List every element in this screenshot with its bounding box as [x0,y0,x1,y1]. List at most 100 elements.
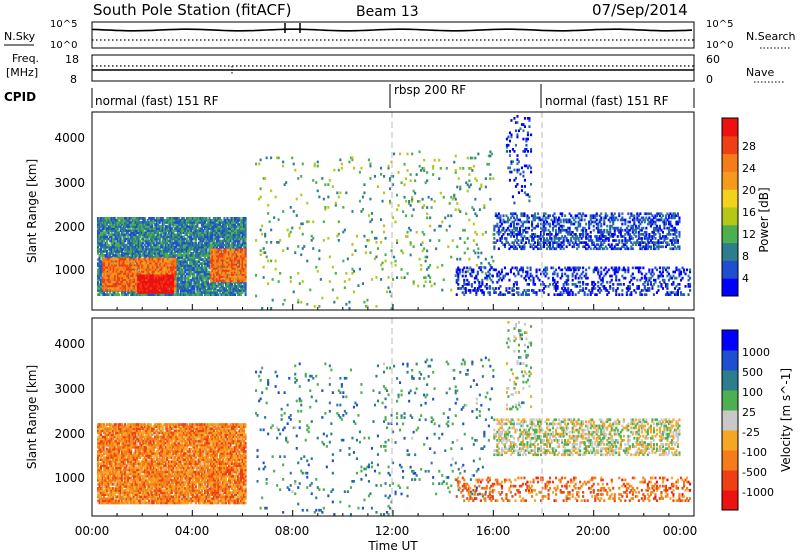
power-cell [116,223,119,226]
power-cell [127,268,130,271]
power-cell [235,252,238,256]
power-cell [203,287,206,290]
power-cell [187,235,190,239]
power-cell [190,264,193,268]
power-cell [241,229,244,232]
power-cell [181,285,184,288]
power-cell [221,275,224,279]
freq-label: Freq. [12,52,39,65]
power-cell [226,223,229,226]
power-cell [101,254,104,257]
power-cell [190,287,193,290]
power-cell [179,225,182,228]
power-cell [321,296,324,300]
power-cell [184,266,187,270]
power-cell [124,282,127,286]
power-cell [161,278,164,282]
power-cell [126,278,129,282]
power-cell [328,179,331,182]
power-cell [111,288,114,292]
power-cell [214,245,217,249]
power-cell [208,264,211,268]
power-cell [141,261,144,265]
power-cell [136,227,139,230]
power-cell [118,286,121,290]
power-cell [127,245,130,249]
power-cell [155,225,158,228]
power-cell [224,283,227,286]
power-cell [208,293,211,296]
power-cell [170,278,173,282]
power-cell [122,252,125,255]
power-cell [229,273,232,276]
power-cell [133,229,136,232]
power-cell [162,276,165,280]
power-cell [127,219,130,222]
power-cell [220,254,223,258]
power-cell [103,263,106,267]
power-cell [235,254,238,257]
power-cell [164,247,167,251]
power-cell [152,233,155,237]
power-cell [104,241,107,245]
power-cell [160,263,163,267]
power-cell [179,235,182,239]
power-cell [166,259,169,263]
power-cell [363,183,366,186]
power-cell [127,227,130,230]
power-cell [147,266,150,269]
power-cell [224,237,227,241]
power-cell [240,248,243,252]
power-cell [127,254,130,257]
power-cell [190,227,193,230]
power-cell [203,233,206,237]
power-cell [110,245,113,249]
power-cell [224,267,227,270]
power-cell [164,239,167,243]
power-cell [148,241,151,245]
power-cell [170,247,173,251]
power-cell [234,243,237,247]
power-cell [244,261,247,264]
power-cell [174,274,177,277]
power-cell [223,217,226,220]
power-cell [337,239,340,242]
power-cell [140,274,143,278]
power-cell [172,245,175,249]
power-cell [163,235,166,239]
power-cell [226,248,229,252]
power-cell [405,200,408,203]
power-cell [133,276,136,279]
power-cell [115,247,118,251]
power-cell [165,257,168,261]
power-cell [106,256,109,259]
power-cell [110,252,113,255]
power-cell [122,223,125,226]
power-cell [117,257,120,261]
power-cell [166,268,169,271]
power-cell [165,261,168,265]
power-cell [142,250,145,253]
power-cell [214,267,217,270]
power-cell [137,235,140,239]
power-cell [158,241,161,245]
power-cell [232,237,235,241]
power-cell [240,273,243,276]
power-cell [100,252,103,255]
power-cell [232,275,235,279]
power-cell [136,219,139,222]
power-cell [200,291,203,294]
power-cell [289,280,292,283]
power-cell [98,250,101,253]
power-cell [100,264,103,268]
power-cell [397,204,400,207]
power-cell [194,293,197,296]
power-cell [155,286,158,290]
power-cell [166,261,169,265]
power-cell [214,287,217,290]
power-cell [124,243,127,247]
power-cell [108,288,111,292]
power-cell [193,262,196,265]
power-cell [133,288,136,292]
power-cell [158,278,161,282]
